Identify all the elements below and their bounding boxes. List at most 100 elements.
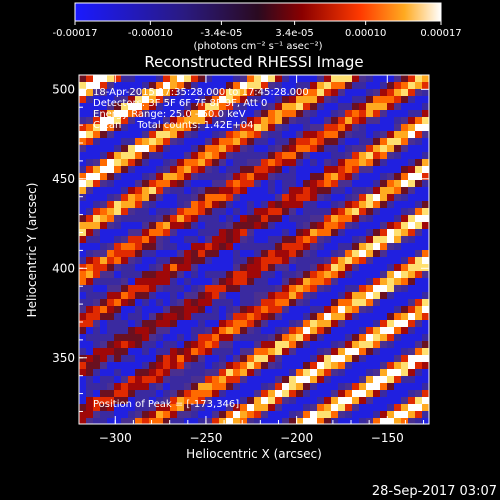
heatmap-cell xyxy=(114,145,122,153)
heatmap-cell xyxy=(296,222,304,230)
heatmap-cell xyxy=(233,131,241,139)
heatmap-cell xyxy=(296,236,304,244)
heatmap-cell xyxy=(79,355,87,363)
heatmap-cell xyxy=(380,159,388,167)
heatmap-cell xyxy=(282,418,290,424)
heatmap-cell xyxy=(156,187,164,195)
heatmap-cell xyxy=(191,89,199,97)
heatmap-cell xyxy=(156,341,164,349)
heatmap-cell xyxy=(149,159,157,167)
heatmap-cell xyxy=(268,369,276,377)
heatmap-cell xyxy=(121,362,129,370)
heatmap-cell xyxy=(86,397,94,405)
heatmap-cell xyxy=(212,208,220,216)
heatmap-cell xyxy=(198,320,206,328)
heatmap-cell xyxy=(226,215,234,223)
heatmap-cell xyxy=(93,250,101,258)
heatmap-cell xyxy=(408,299,416,307)
heatmap-cell xyxy=(128,89,136,97)
heatmap-cell xyxy=(261,285,269,293)
heatmap-cell xyxy=(205,285,213,293)
heatmap-cell xyxy=(170,229,178,237)
heatmap-cell xyxy=(317,404,325,412)
heatmap-cell xyxy=(135,159,143,167)
heatmap-cell xyxy=(79,397,87,405)
heatmap-cell xyxy=(289,411,297,419)
heatmap-cell xyxy=(163,82,171,90)
heatmap-cell xyxy=(135,215,143,223)
heatmap-cell xyxy=(303,96,311,104)
heatmap-cell xyxy=(121,82,129,90)
heatmap-cell xyxy=(422,166,429,174)
heatmap-cell xyxy=(324,180,332,188)
heatmap-cell xyxy=(303,299,311,307)
heatmap-cell xyxy=(282,117,290,125)
heatmap-cell xyxy=(373,229,381,237)
heatmap-cell xyxy=(359,208,367,216)
heatmap-cell xyxy=(233,82,241,90)
heatmap-cell xyxy=(93,285,101,293)
heatmap-cell xyxy=(373,145,381,153)
heatmap-cell xyxy=(387,411,395,419)
heatmap-cell xyxy=(86,299,94,307)
heatmap-cell xyxy=(163,362,171,370)
heatmap-cell xyxy=(380,334,388,342)
heatmap-cell xyxy=(254,131,262,139)
heatmap-cell xyxy=(289,82,297,90)
heatmap-cell xyxy=(142,222,150,230)
heatmap-cell xyxy=(198,89,206,97)
heatmap-cell xyxy=(282,341,290,349)
heatmap-cell xyxy=(79,166,87,174)
heatmap-cell xyxy=(296,264,304,272)
heatmap-cell xyxy=(135,222,143,230)
heatmap-cell xyxy=(282,376,290,384)
heatmap-cell xyxy=(303,103,311,111)
heatmap-cell xyxy=(324,306,332,314)
heatmap-cell xyxy=(261,229,269,237)
heatmap-cell xyxy=(79,110,87,118)
heatmap-cell xyxy=(156,138,164,146)
heatmap-cell xyxy=(191,159,199,167)
heatmap-cell xyxy=(177,117,185,125)
heatmap-cell xyxy=(198,299,206,307)
heatmap-cell xyxy=(86,313,94,321)
heatmap-cell xyxy=(422,75,429,83)
heatmap-cell xyxy=(303,397,311,405)
heatmap-cell xyxy=(303,82,311,90)
heatmap-cell xyxy=(184,313,192,321)
heatmap-cell xyxy=(135,166,143,174)
heatmap-cell xyxy=(296,215,304,223)
heatmap-cell xyxy=(177,89,185,97)
heatmap-cell xyxy=(261,131,269,139)
heatmap-cell xyxy=(212,334,220,342)
heatmap-cell xyxy=(142,131,150,139)
heatmap-cell xyxy=(163,327,171,335)
heatmap-cell xyxy=(282,383,290,391)
heatmap-cell xyxy=(289,145,297,153)
heatmap-cell xyxy=(359,334,367,342)
heatmap-cell xyxy=(359,327,367,335)
heatmap-cell xyxy=(338,264,346,272)
heatmap-cell xyxy=(107,355,115,363)
heatmap-cell xyxy=(380,145,388,153)
heatmap-cell xyxy=(142,271,150,279)
heatmap-cell xyxy=(338,152,346,160)
heatmap-cell xyxy=(121,236,129,244)
heatmap-cell xyxy=(324,166,332,174)
heatmap-cell xyxy=(317,208,325,216)
heatmap-cell xyxy=(128,278,136,286)
heatmap-cell xyxy=(170,397,178,405)
heatmap-cell xyxy=(100,236,108,244)
heatmap-cell xyxy=(268,348,276,356)
heatmap-cell xyxy=(373,159,381,167)
heatmap-cell xyxy=(408,110,416,118)
heatmap-cell xyxy=(408,229,416,237)
heatmap-cell xyxy=(303,243,311,251)
heatmap-cell xyxy=(345,187,353,195)
heatmap-cell xyxy=(198,362,206,370)
heatmap-cell xyxy=(149,110,157,118)
heatmap-cell xyxy=(93,362,101,370)
heatmap-cell xyxy=(205,376,213,384)
heatmap-cell xyxy=(219,117,227,125)
heatmap-cell xyxy=(324,110,332,118)
